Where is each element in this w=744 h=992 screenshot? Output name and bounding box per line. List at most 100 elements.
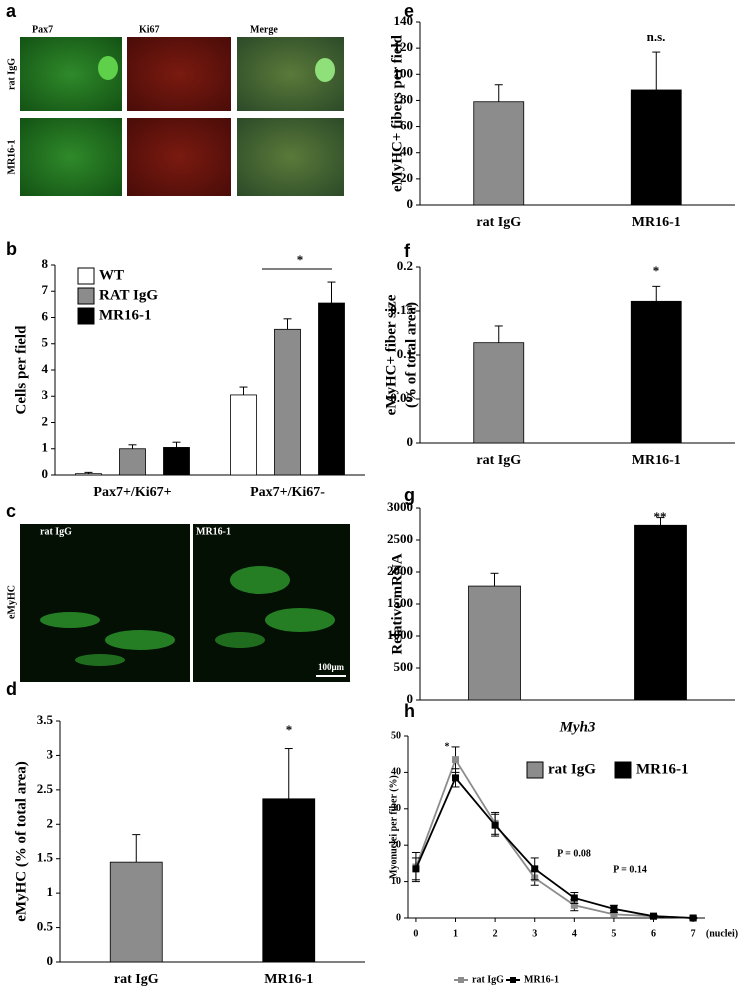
point: [491, 821, 499, 829]
column-label: Merge: [250, 24, 278, 35]
y-tick-label: 2: [47, 815, 54, 830]
y-axis-label: Relative mRNA: [389, 553, 405, 654]
point: [570, 894, 578, 902]
y-tick-label: 10: [391, 876, 401, 887]
bar: [473, 342, 525, 444]
bar: [119, 448, 146, 476]
y-tick-label: 30: [391, 803, 401, 814]
point: [610, 910, 618, 918]
bar: [634, 524, 687, 701]
legend-label: MR16-1: [524, 974, 559, 985]
x-tick-label: MR16-1: [632, 453, 681, 468]
panel-label: e: [404, 1, 414, 21]
y-axis-label: eMyHC (% of total area): [13, 761, 29, 922]
legend-swatch: [77, 307, 95, 325]
point: [452, 756, 460, 764]
x-tick-label: 5: [611, 928, 616, 939]
y-tick-label: 80: [400, 91, 413, 106]
annotation: n.s.: [647, 29, 666, 44]
point: [412, 865, 420, 873]
annotation: *: [445, 741, 450, 752]
x-tick-label: rat IgG: [476, 215, 521, 230]
annotation: P = 0.14: [613, 864, 647, 875]
y-tick-label: 1: [47, 884, 54, 899]
y-tick-label: 0.1: [397, 346, 413, 361]
legend-swatch: [526, 761, 544, 779]
series-line: [415, 776, 694, 919]
y-tick-label: 0: [407, 691, 414, 706]
y-tick-label: 2500: [387, 531, 413, 546]
y-tick-label: 0.2: [397, 258, 413, 273]
x-tick-label: 3: [532, 928, 537, 939]
x-tick-label: rat IgG: [476, 453, 521, 468]
y-tick-label: 3: [47, 746, 54, 761]
row-label: eMyHC: [6, 585, 17, 619]
y-tick-label: 3.5: [37, 712, 54, 727]
bar: [163, 447, 190, 476]
annotation: **: [654, 509, 667, 524]
panel-label: c: [6, 501, 16, 521]
y-axis-label: eMyHC+ fiber size: [383, 294, 399, 415]
annotation: P = 0.08: [557, 848, 591, 859]
panel-a-images: [20, 37, 344, 196]
panel-label: d: [6, 679, 17, 699]
column-label: rat IgG: [40, 526, 72, 537]
legend-swatch: [614, 761, 632, 779]
y-tick-label: 5: [42, 335, 49, 350]
y-axis-label: Myonuclei per fiber (%): [388, 775, 399, 879]
y-tick-label: 100: [394, 65, 414, 80]
y-tick-label: 500: [394, 659, 414, 674]
point: [689, 914, 697, 922]
y-tick-label: 0: [42, 466, 49, 481]
column-label: MR16-1: [196, 526, 231, 537]
point: [610, 905, 618, 913]
bar: [318, 302, 345, 476]
bar: [473, 101, 525, 206]
x-tick-label: Pax7+/Ki67+: [93, 485, 171, 500]
legend-swatch: [77, 267, 95, 285]
y-tick-label: 1500: [387, 595, 413, 610]
x-tick-label: 1: [453, 928, 458, 939]
x-tick-label: rat IgG: [114, 972, 159, 987]
y-tick-label: 40: [400, 144, 413, 159]
y-axis-label: Cells per field: [13, 325, 29, 415]
panel-c-images: [20, 524, 350, 682]
y-tick-label: 4: [42, 361, 49, 376]
y-tick-label: 0: [47, 953, 54, 968]
legend-label: MR16-1: [636, 761, 689, 777]
annotation: *: [286, 722, 293, 737]
y-tick-label: 0: [396, 912, 401, 923]
point: [650, 912, 658, 920]
y-tick-label: 1.5: [37, 850, 54, 865]
x-tick-label: Pax7+/Ki67-: [250, 485, 325, 500]
point: [570, 901, 578, 909]
bar: [109, 861, 163, 963]
y-tick-label: 0.05: [390, 390, 413, 405]
x-tick-label: 0: [413, 928, 418, 939]
bar: [468, 585, 521, 701]
y-tick-label: 1: [42, 440, 49, 455]
y-tick-label: 60: [400, 118, 413, 133]
legend-label: rat IgG: [472, 974, 504, 985]
legend-marker: [458, 977, 464, 983]
legend-marker: [510, 977, 516, 983]
x-tick-label: 7: [691, 928, 696, 939]
y-tick-label: 0.15: [390, 302, 413, 317]
panel-label: h: [404, 701, 415, 721]
bar: [75, 473, 102, 476]
x-tick-label: MR16-1: [264, 972, 313, 987]
legend-label: WT: [99, 267, 124, 283]
x-tick-label: 4: [572, 928, 577, 939]
point: [531, 865, 539, 873]
legend-swatch: [77, 287, 95, 305]
bar: [262, 798, 316, 963]
y-tick-label: 2000: [387, 563, 413, 578]
column-label: Ki67: [139, 24, 160, 35]
y-tick-label: 2.5: [37, 781, 54, 796]
annotation: *: [653, 263, 660, 278]
panel-label: a: [6, 1, 17, 21]
series-line: [415, 757, 694, 919]
y-tick-label: 0.5: [37, 919, 54, 934]
y-tick-label: 40: [391, 767, 401, 778]
